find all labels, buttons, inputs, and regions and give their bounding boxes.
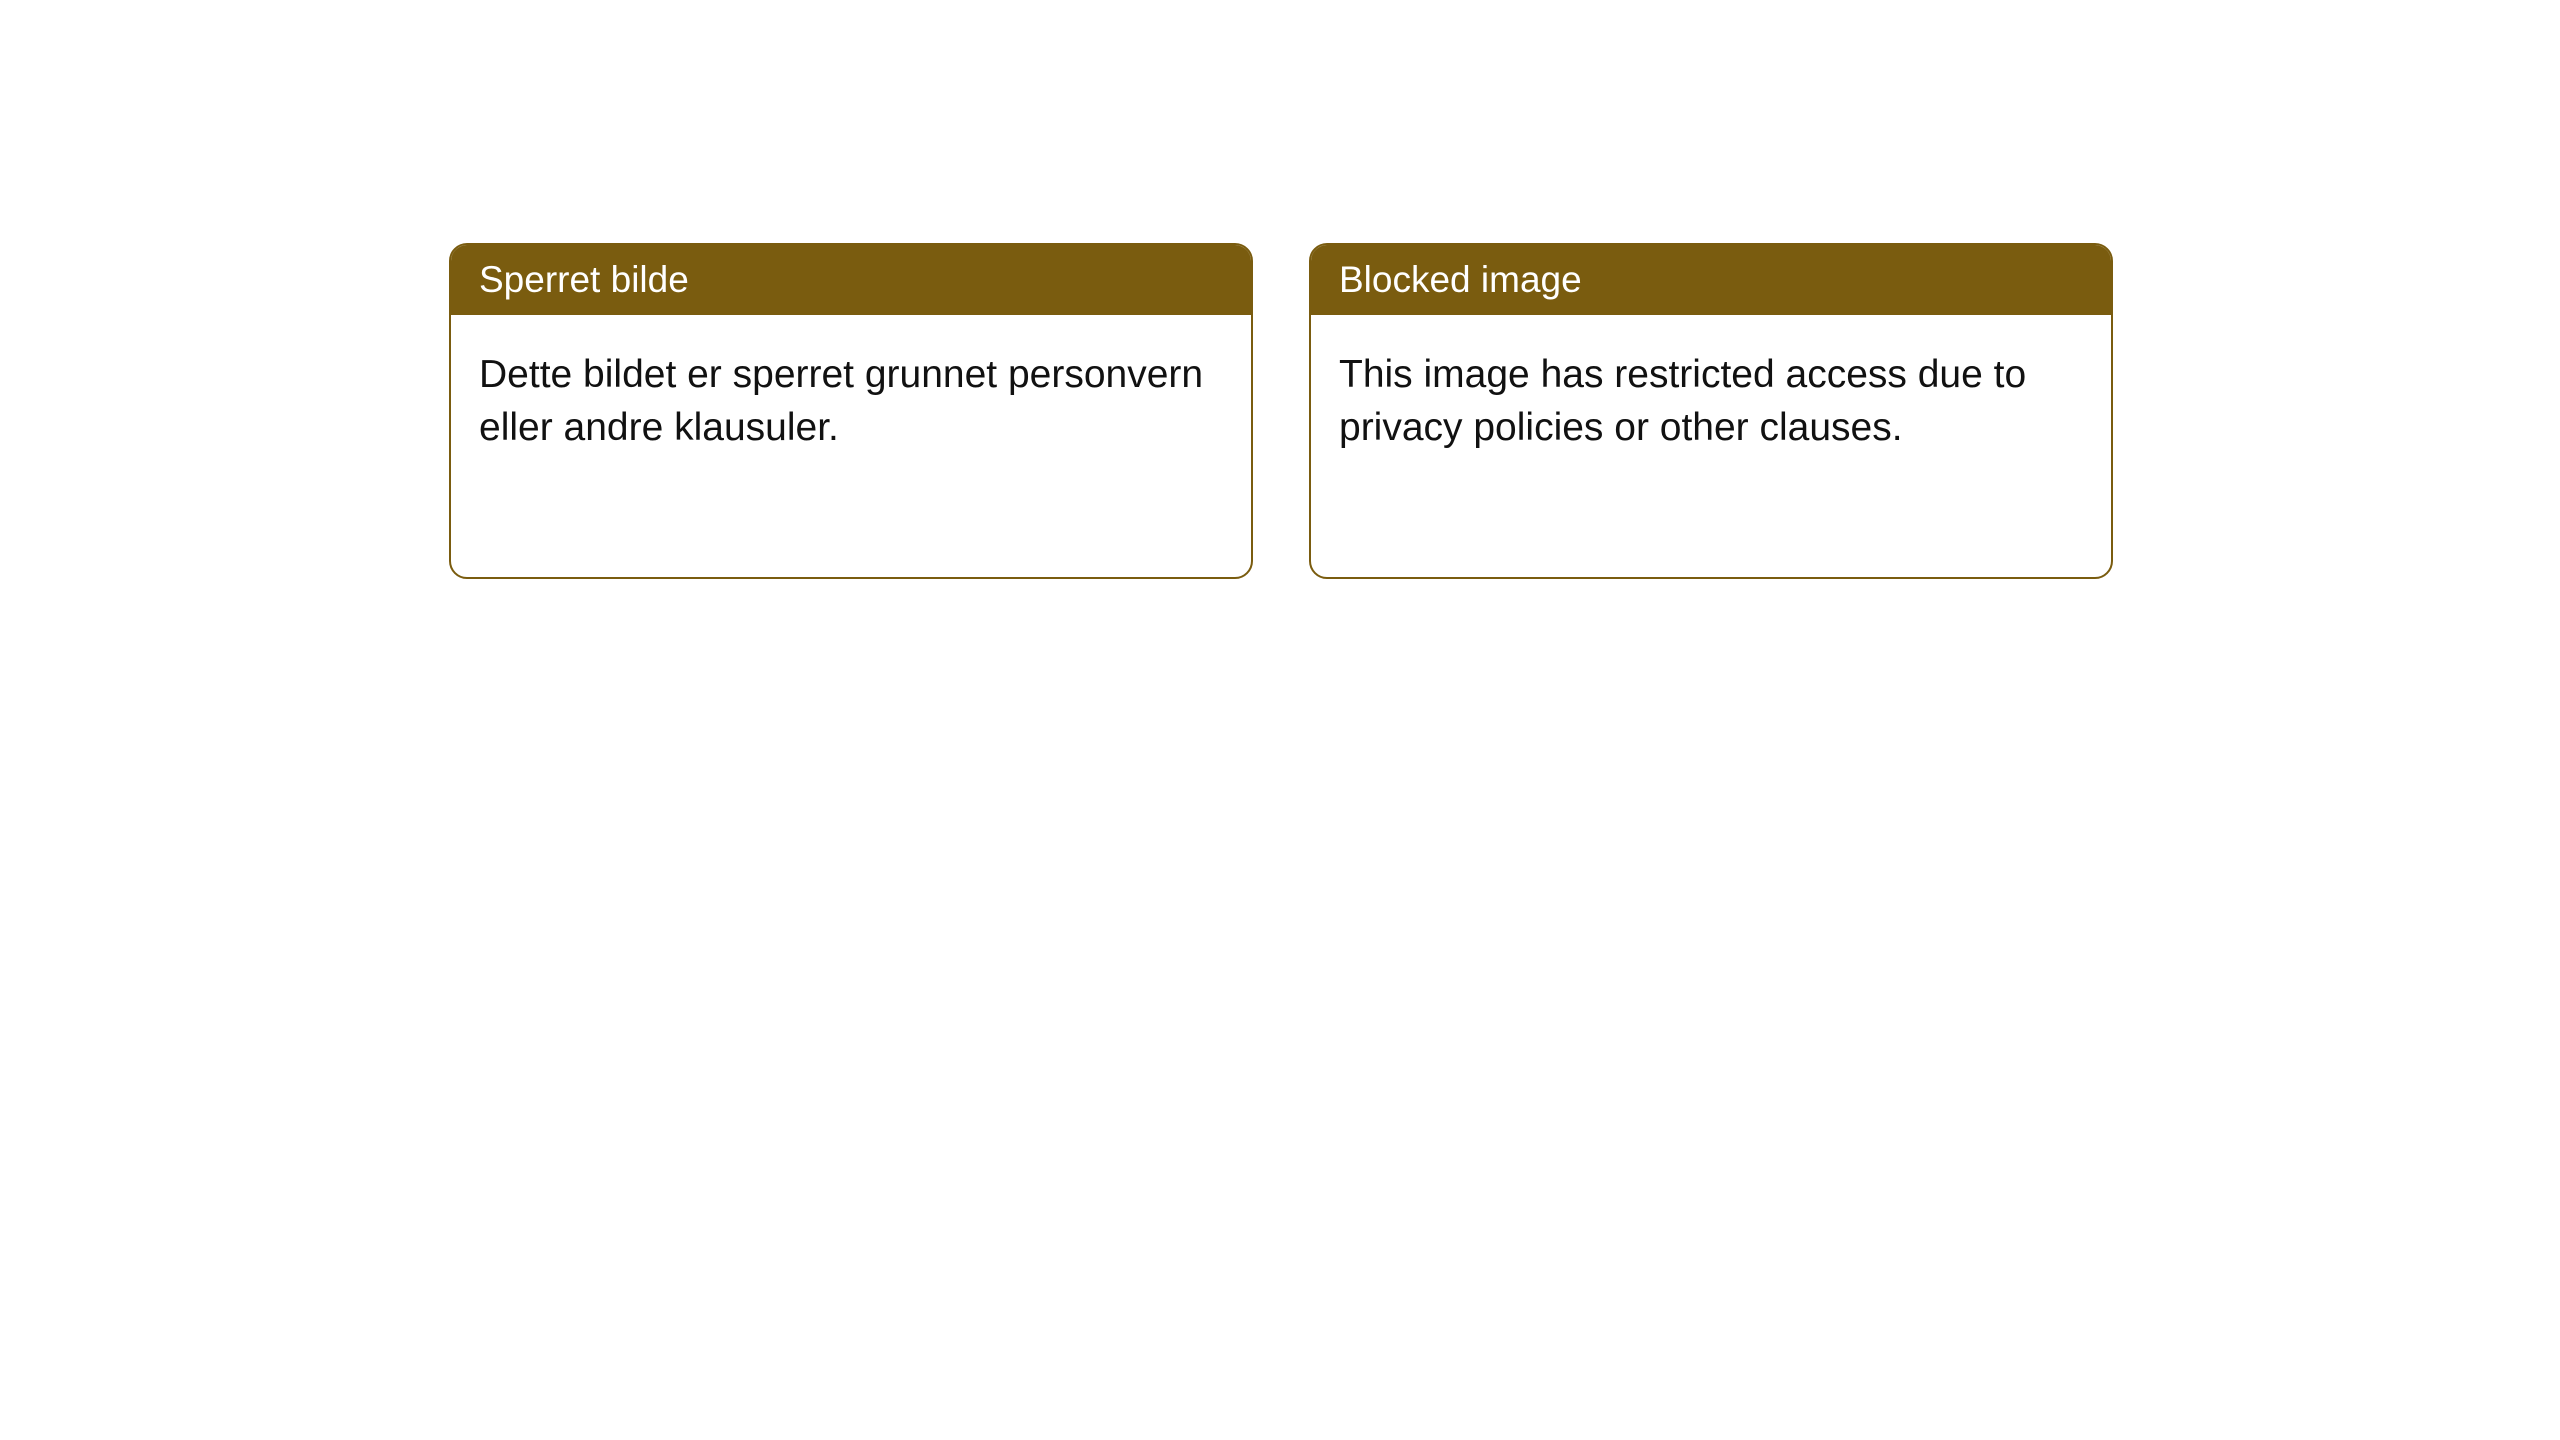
notice-header-norwegian: Sperret bilde bbox=[451, 245, 1251, 315]
notice-body-english: This image has restricted access due to … bbox=[1311, 315, 2111, 488]
notice-body-norwegian: Dette bildet er sperret grunnet personve… bbox=[451, 315, 1251, 488]
notice-container: Sperret bilde Dette bildet er sperret gr… bbox=[0, 0, 2560, 579]
notice-card-english: Blocked image This image has restricted … bbox=[1309, 243, 2113, 579]
notice-header-english: Blocked image bbox=[1311, 245, 2111, 315]
notice-card-norwegian: Sperret bilde Dette bildet er sperret gr… bbox=[449, 243, 1253, 579]
